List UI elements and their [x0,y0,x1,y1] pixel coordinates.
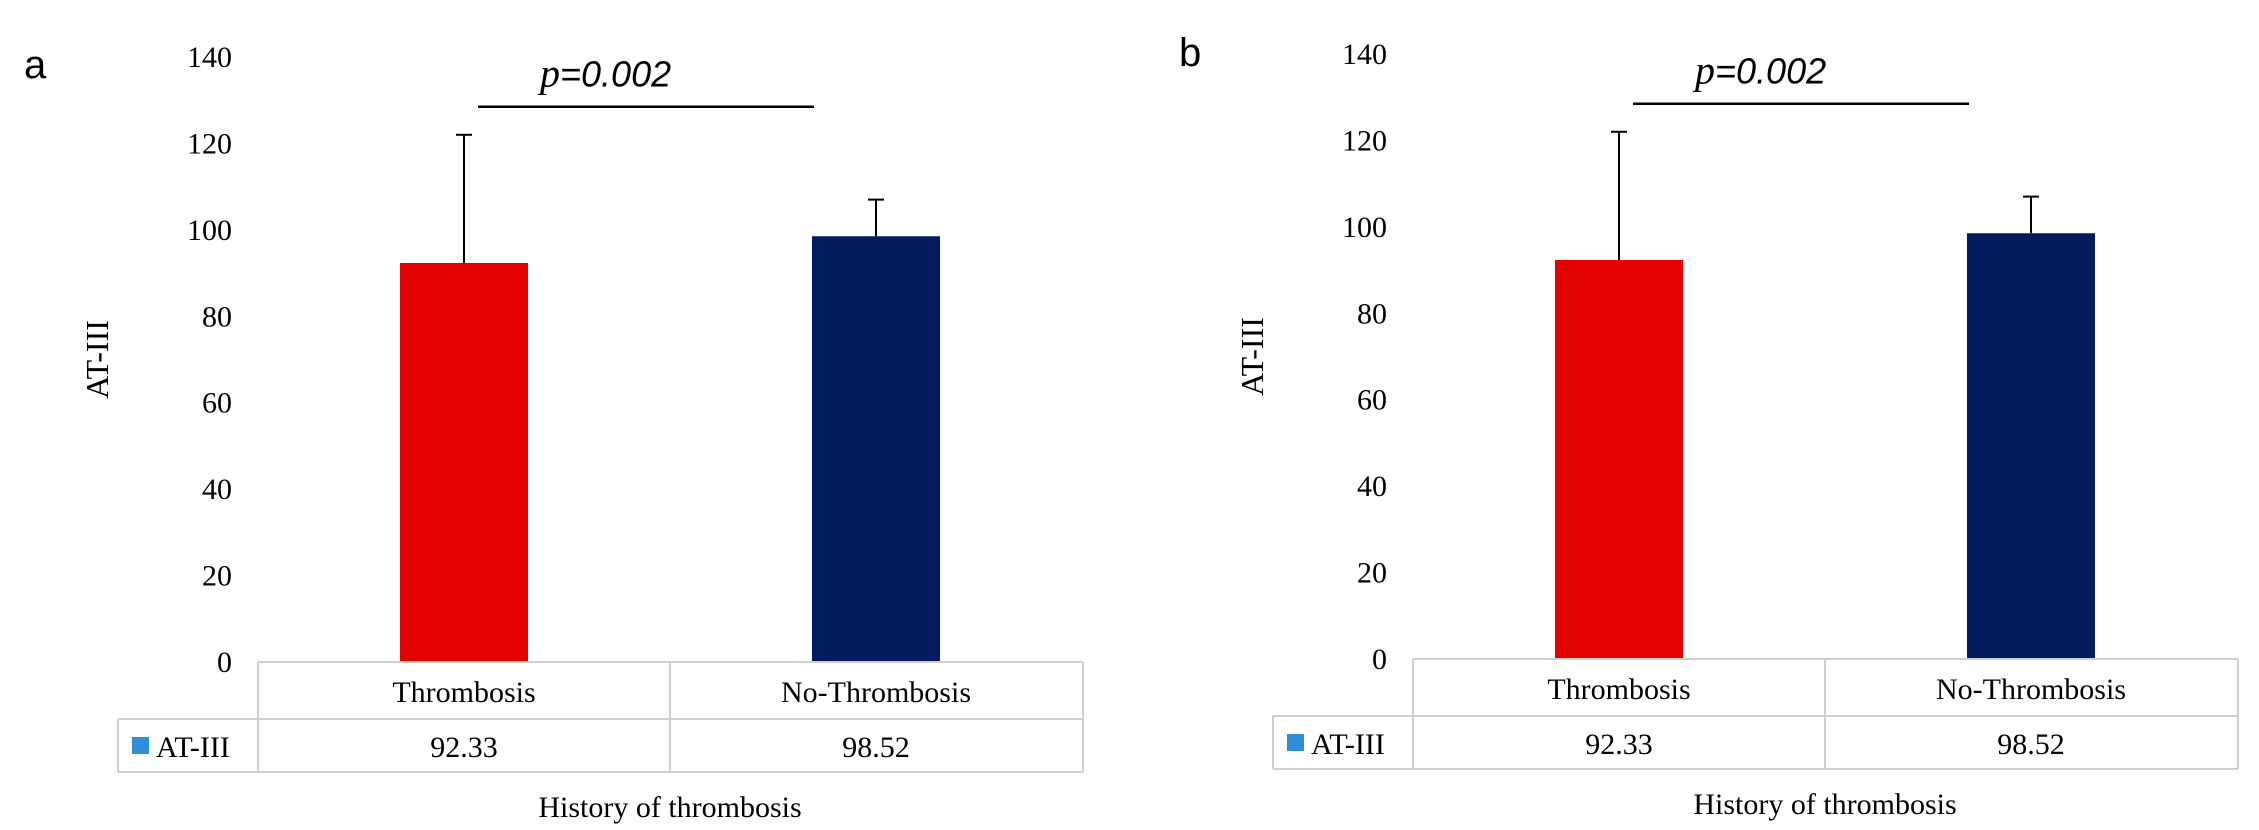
legend-swatch [132,737,149,754]
bar-no-thrombosis [1967,233,2095,659]
panel-label: a [24,43,47,87]
y-tick-label: 80 [202,300,232,333]
chart-panel-a: a 0 20 40 60 80 100 120 140 AT-III p=0.002 Thrombos… [24,41,1084,824]
y-tick-label: 80 [1357,297,1387,330]
y-tick-label: 0 [217,646,232,679]
legend-label: AT-III [156,731,230,764]
y-tick-label: 20 [202,560,232,593]
data-table-value: 92.33 [430,731,498,764]
p-value-annotation: p=0.002 [1692,48,1826,93]
y-tick-label: 100 [1342,211,1387,244]
data-table-value: 98.52 [842,731,910,764]
x-tick-label: Thrombosis [1547,673,1690,706]
data-table-value: 92.33 [1585,728,1653,761]
x-tick-label: No-Thrombosis [1936,673,2126,706]
y-tick-label: 140 [1342,38,1387,71]
panel-label: b [1179,31,1201,75]
y-tick-label: 20 [1357,557,1387,590]
data-table-value: 98.52 [1997,728,2065,761]
y-tick-label: 40 [1357,470,1387,503]
x-tick-label: No-Thrombosis [781,676,971,709]
legend-label: AT-III [1311,728,1385,761]
bar-thrombosis [400,263,528,662]
legend-swatch [1287,734,1304,751]
p-value-annotation: p=0.002 [537,51,671,96]
chart-panel-b: b 0 20 40 60 80 100 120 140 AT-III p=0.002 Thrombos… [1179,31,2239,821]
y-tick-label: 0 [1372,643,1387,676]
y-axis-title: AT-III [1234,317,1270,396]
y-axis-title: AT-III [79,320,115,399]
x-tick-label: Thrombosis [392,676,535,709]
x-axis-title: History of thrombosis [1693,788,1956,821]
y-tick-label: 140 [187,41,232,74]
y-tick-label: 40 [202,473,232,506]
y-tick-label: 60 [1357,384,1387,417]
y-tick-label: 120 [187,127,232,160]
bar-thrombosis [1555,260,1683,659]
y-tick-label: 60 [202,387,232,420]
y-tick-label: 100 [187,214,232,247]
y-tick-label: 120 [1342,124,1387,157]
x-axis-title: History of thrombosis [538,791,801,824]
bar-no-thrombosis [812,236,940,662]
